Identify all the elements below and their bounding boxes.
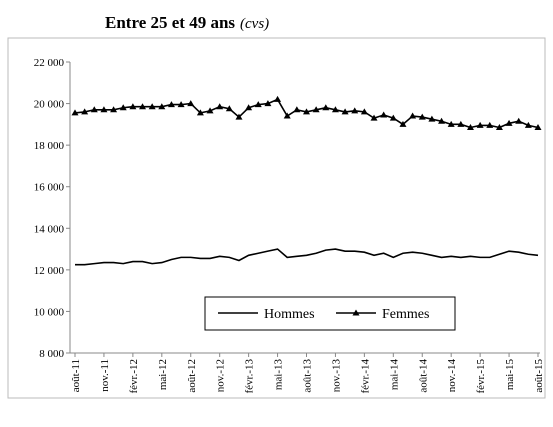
y-tick-label: 16 000 [34, 182, 65, 194]
legend-label: Hommes [264, 307, 315, 322]
y-tick-label: 20 000 [34, 99, 65, 111]
marker [466, 123, 474, 130]
marker [196, 109, 204, 116]
marker [81, 108, 89, 115]
marker [389, 114, 397, 121]
x-tick-label: févr.-15 [475, 359, 487, 394]
marker [139, 103, 147, 110]
marker [216, 103, 224, 110]
marker [476, 121, 484, 128]
marker [129, 103, 137, 110]
chart-title: Entre 25 et 49 ans (cvs) [105, 13, 269, 32]
marker [100, 106, 108, 113]
marker [486, 121, 494, 128]
subtitle: (cvs) [240, 16, 269, 32]
y-tick-label: 10 000 [34, 306, 65, 318]
marker [254, 101, 262, 108]
x-tick-label: mai-12 [157, 359, 169, 390]
x-tick-label: nov.-13 [330, 359, 342, 393]
marker [119, 104, 127, 111]
legend-marker [352, 309, 360, 316]
marker [438, 117, 446, 124]
marker [187, 100, 195, 107]
marker [274, 95, 282, 102]
marker [110, 106, 118, 113]
marker [524, 121, 532, 128]
x-tick-label: mai-13 [273, 359, 285, 391]
marker [351, 107, 359, 114]
x-tick-label: févr.-12 [128, 359, 140, 394]
legend-label: Femmes [382, 307, 429, 322]
y-tick-label: 18 000 [34, 140, 65, 152]
marker [148, 103, 156, 110]
marker [370, 114, 378, 121]
marker [177, 101, 185, 108]
x-tick-label: août-11 [70, 359, 82, 392]
marker [90, 106, 98, 113]
x-tick-label: nov.-14 [446, 359, 458, 393]
marker [331, 106, 339, 113]
x-tick-label: août-14 [417, 359, 429, 393]
marker [409, 112, 417, 119]
marker [245, 104, 253, 111]
x-tick-label: août-12 [186, 359, 198, 393]
x-tick-label: août-15 [533, 359, 545, 393]
y-tick-label: 14 000 [34, 223, 65, 235]
marker [167, 101, 175, 108]
marker [225, 105, 233, 112]
x-tick-label: nov.-12 [215, 359, 227, 392]
y-tick-label: 12 000 [34, 265, 65, 277]
marker [303, 108, 310, 115]
marker [457, 120, 465, 127]
marker [206, 107, 214, 114]
marker [515, 117, 523, 124]
marker [495, 123, 503, 130]
marker [264, 100, 272, 107]
marker [418, 113, 426, 120]
y-tick-label: 22 000 [34, 57, 65, 69]
marker [399, 120, 407, 127]
marker [428, 115, 436, 122]
chart-frame [7, 37, 546, 399]
x-tick-label: août-13 [302, 359, 314, 393]
marker [283, 112, 291, 119]
marker [505, 119, 513, 126]
marker [534, 123, 542, 130]
x-tick-label: févr.-14 [359, 359, 371, 394]
x-tick-label: nov.-11 [99, 359, 111, 392]
marker [235, 113, 243, 120]
y-tick-label: 8 000 [39, 348, 64, 360]
x-tick-label: mai-15 [504, 359, 516, 391]
series-line [75, 248, 539, 266]
marker [380, 111, 388, 118]
title-text: Entre 25 et 49 ans [105, 13, 235, 32]
x-tick-label: mai-14 [388, 359, 400, 391]
marker [158, 103, 166, 110]
marker [341, 108, 349, 115]
marker [312, 106, 320, 113]
marker [71, 109, 79, 116]
marker [293, 106, 301, 113]
marker [322, 104, 330, 111]
x-tick-label: févr.-13 [244, 359, 256, 394]
marker [447, 120, 455, 127]
marker [360, 108, 368, 115]
